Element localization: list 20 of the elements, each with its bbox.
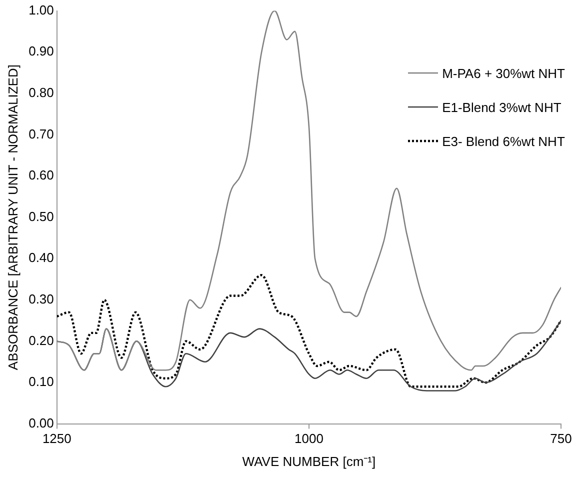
x-tick-label: 1250: [42, 431, 72, 446]
legend-label: E3- Blend 6%wt NHT: [442, 134, 565, 148]
y-tick-label: 0.60: [28, 168, 54, 183]
y-tick-label: 0.00: [28, 415, 54, 430]
y-axis-title: ABSORBANCE [ARBITRARY UNIT - NORMALIZED]: [5, 64, 20, 370]
y-tick-label: 0.80: [28, 84, 54, 100]
legend-label: M-PA6 + 30%wt NHT: [442, 66, 565, 80]
x-axis-title: WAVE NUMBER [cm⁻¹]: [242, 454, 376, 469]
y-tick-label: 0.70: [28, 126, 54, 142]
y-tick-label: 0.90: [28, 44, 54, 59]
line-series: [56, 274, 561, 388]
y-tick-label: 1.00: [28, 2, 54, 18]
legend-label: E1-Blend 3%wt NHT: [442, 100, 562, 114]
x-tick-label: 750: [550, 431, 572, 446]
y-tick-label: 0.40: [28, 250, 54, 266]
x-tick-label: 1000: [294, 431, 324, 446]
y-tick-label: 0.10: [28, 374, 54, 390]
y-tick-label: 0.30: [28, 291, 54, 306]
y-tick-label: 0.50: [28, 208, 54, 224]
y-tick-label: 0.20: [28, 332, 54, 348]
